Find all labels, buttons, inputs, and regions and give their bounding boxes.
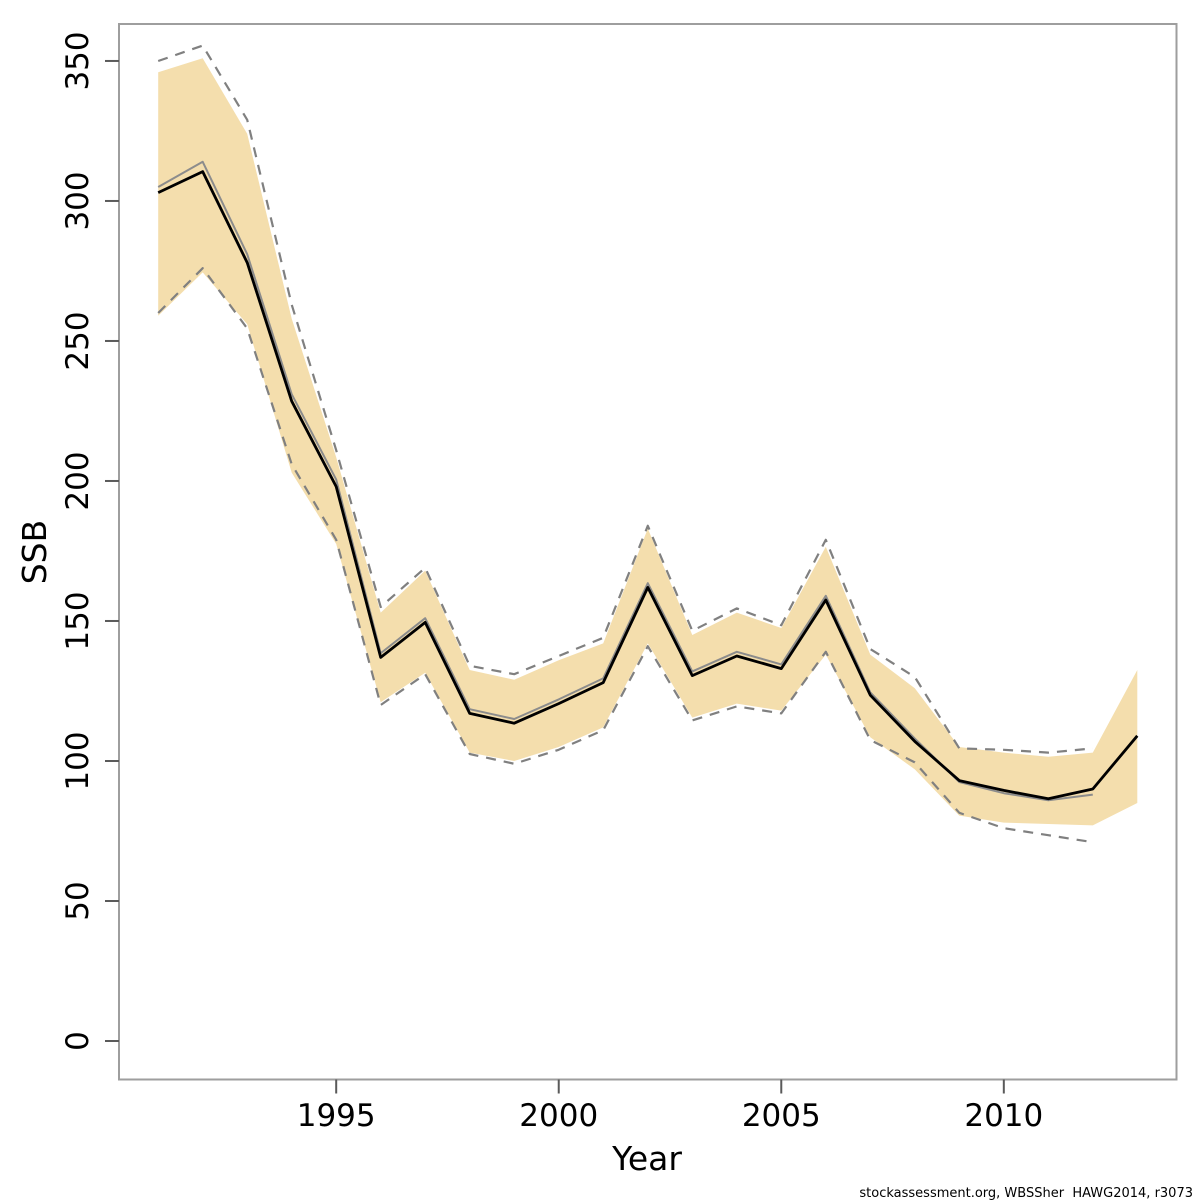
x-tick-label: 2000: [519, 1098, 598, 1134]
plot-layer: 0 50 100 150 200 250 300 350 1995 2000 2005 2010: [60, 23, 1178, 1134]
x-tick-label: 1995: [297, 1098, 376, 1134]
y-tick-label: 300: [60, 171, 96, 230]
y-axis-title: SSB: [15, 520, 54, 585]
watermark: stockassessment.org, WBSSher HAWG2014, r…: [859, 1186, 1193, 1200]
x-tick-label: 2010: [964, 1098, 1043, 1134]
confidence-band: [158, 58, 1138, 826]
y-tick-label: 100: [60, 731, 96, 790]
y-tick-label: 350: [60, 31, 96, 90]
x-axis-title: Year: [611, 1139, 682, 1178]
y-tick-label: 150: [60, 591, 96, 650]
ssb-estimate-current-line: [157, 170, 1139, 801]
outer-confidence-interval-high-line: [157, 44, 1093, 754]
x-tick-label: 2005: [742, 1098, 821, 1134]
outer-confidence-interval-low-line: [157, 267, 1093, 844]
y-tick-label: 0: [60, 1031, 96, 1051]
plot-border: [118, 23, 1178, 1081]
y-tick-label: 250: [60, 311, 96, 370]
y-tick-label: 50: [60, 881, 96, 920]
y-tick-label: 200: [60, 451, 96, 510]
